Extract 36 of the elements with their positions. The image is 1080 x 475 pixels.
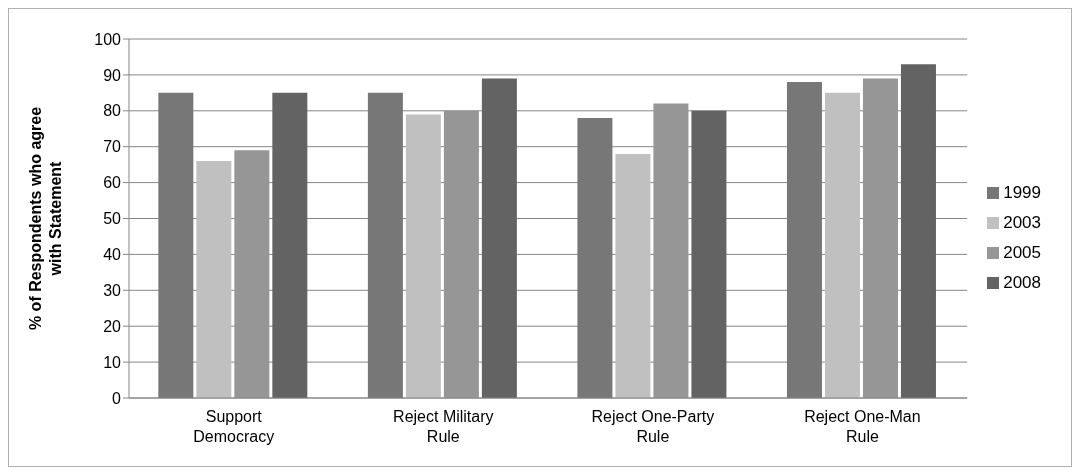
y-tick-label: 40 bbox=[103, 246, 122, 264]
bar bbox=[900, 64, 936, 398]
x-tick-label: Reject One-Party Rule bbox=[591, 408, 715, 445]
y-tick-label: 90 bbox=[103, 66, 122, 84]
legend-label: 2005 bbox=[1003, 242, 1041, 262]
x-tick-label: Support Democracy bbox=[193, 408, 275, 445]
legend-label: 2003 bbox=[1003, 212, 1041, 232]
bar bbox=[405, 114, 441, 398]
y-axis-title: % of Respondents who agree with Statement bbox=[27, 106, 64, 331]
y-tick-label: 50 bbox=[103, 210, 122, 228]
bar bbox=[786, 82, 822, 398]
legend-label: 1999 bbox=[1003, 182, 1041, 202]
bar bbox=[443, 110, 479, 398]
bar bbox=[481, 78, 517, 398]
x-tick-label: Reject One-Man Rule bbox=[804, 408, 921, 445]
y-tick-label: 80 bbox=[103, 102, 122, 120]
x-tick-label: Reject Military Rule bbox=[393, 408, 494, 445]
y-tick-label: 70 bbox=[103, 138, 122, 156]
bar bbox=[862, 78, 898, 398]
y-tick-label: 20 bbox=[103, 317, 122, 335]
bar bbox=[367, 92, 403, 398]
bar bbox=[158, 92, 194, 398]
legend-label: 2008 bbox=[1003, 272, 1041, 292]
bar bbox=[653, 103, 689, 398]
bar bbox=[824, 92, 860, 398]
bar bbox=[234, 150, 270, 398]
y-tick-label: 0 bbox=[112, 389, 122, 407]
bar bbox=[196, 161, 232, 398]
y-tick-label: 30 bbox=[103, 281, 122, 299]
bar bbox=[615, 153, 651, 398]
y-tick-label: 100 bbox=[94, 30, 122, 48]
bar bbox=[577, 117, 613, 398]
bar bbox=[272, 92, 308, 398]
bar bbox=[691, 110, 727, 398]
y-tick-label: 60 bbox=[103, 174, 122, 192]
y-tick-label: 10 bbox=[103, 353, 122, 371]
